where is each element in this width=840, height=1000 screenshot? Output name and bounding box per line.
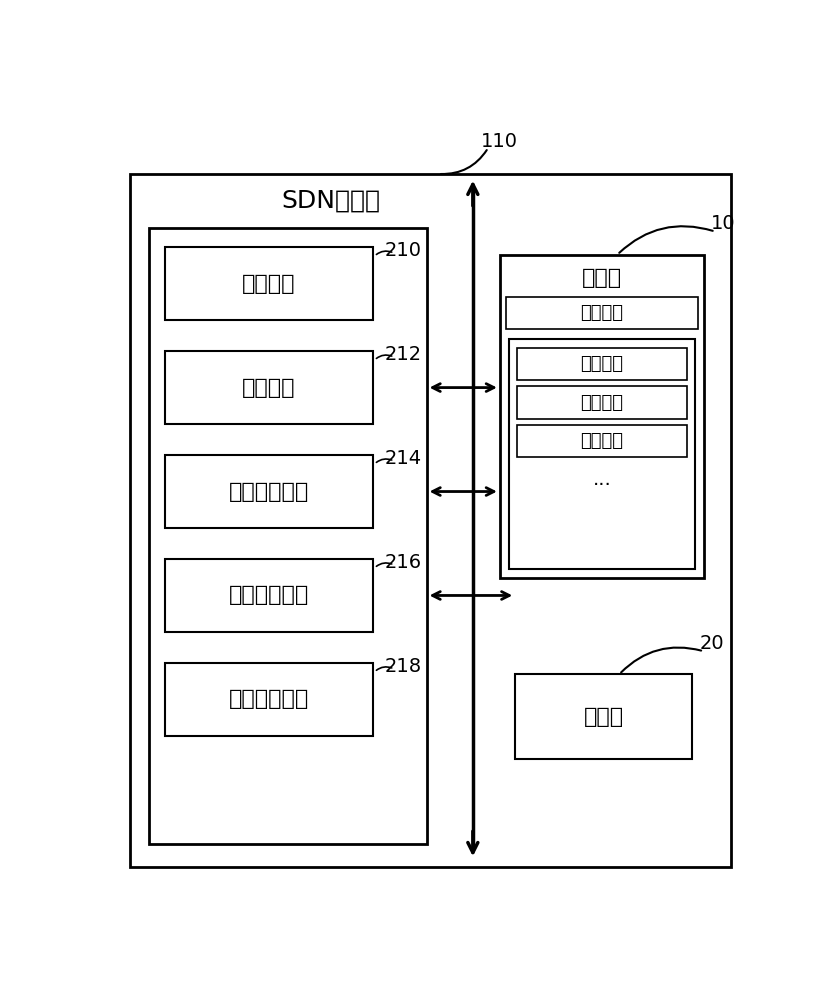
Text: 216: 216 bbox=[385, 553, 423, 572]
Text: 分析模块: 分析模块 bbox=[242, 378, 296, 398]
Bar bbox=[150, 228, 427, 844]
Bar bbox=[165, 351, 373, 424]
Text: 212: 212 bbox=[385, 345, 423, 364]
Text: ...: ... bbox=[592, 470, 612, 489]
Bar bbox=[165, 663, 373, 736]
Text: 第一部署模块: 第一部署模块 bbox=[228, 482, 309, 502]
Text: 拓扫信息: 拓扫信息 bbox=[580, 304, 623, 322]
Text: 第三流表: 第三流表 bbox=[580, 432, 623, 450]
Text: 监测模块: 监测模块 bbox=[242, 274, 296, 294]
Bar bbox=[500, 255, 704, 578]
Text: 10: 10 bbox=[711, 214, 735, 233]
Text: 110: 110 bbox=[481, 132, 518, 151]
Text: 第二部署模块: 第二部署模块 bbox=[228, 585, 309, 605]
Text: 第一流表: 第一流表 bbox=[580, 355, 623, 373]
Text: 第三部署模块: 第三部署模块 bbox=[228, 689, 309, 709]
Text: 存储器: 存储器 bbox=[582, 268, 622, 288]
Text: 处理器: 处理器 bbox=[584, 707, 624, 727]
Text: SDN控制器: SDN控制器 bbox=[281, 189, 380, 213]
Text: 214: 214 bbox=[385, 449, 423, 468]
Text: 20: 20 bbox=[699, 634, 724, 653]
Bar bbox=[515, 674, 692, 759]
Bar bbox=[165, 559, 373, 632]
Bar bbox=[509, 339, 695, 569]
Bar bbox=[506, 297, 698, 329]
Text: 210: 210 bbox=[385, 241, 422, 260]
Text: 218: 218 bbox=[385, 657, 423, 676]
Bar bbox=[517, 348, 687, 380]
Bar bbox=[165, 455, 373, 528]
Text: 第二流表: 第二流表 bbox=[580, 394, 623, 412]
Bar bbox=[517, 425, 687, 457]
Bar bbox=[165, 247, 373, 320]
Bar bbox=[517, 386, 687, 419]
